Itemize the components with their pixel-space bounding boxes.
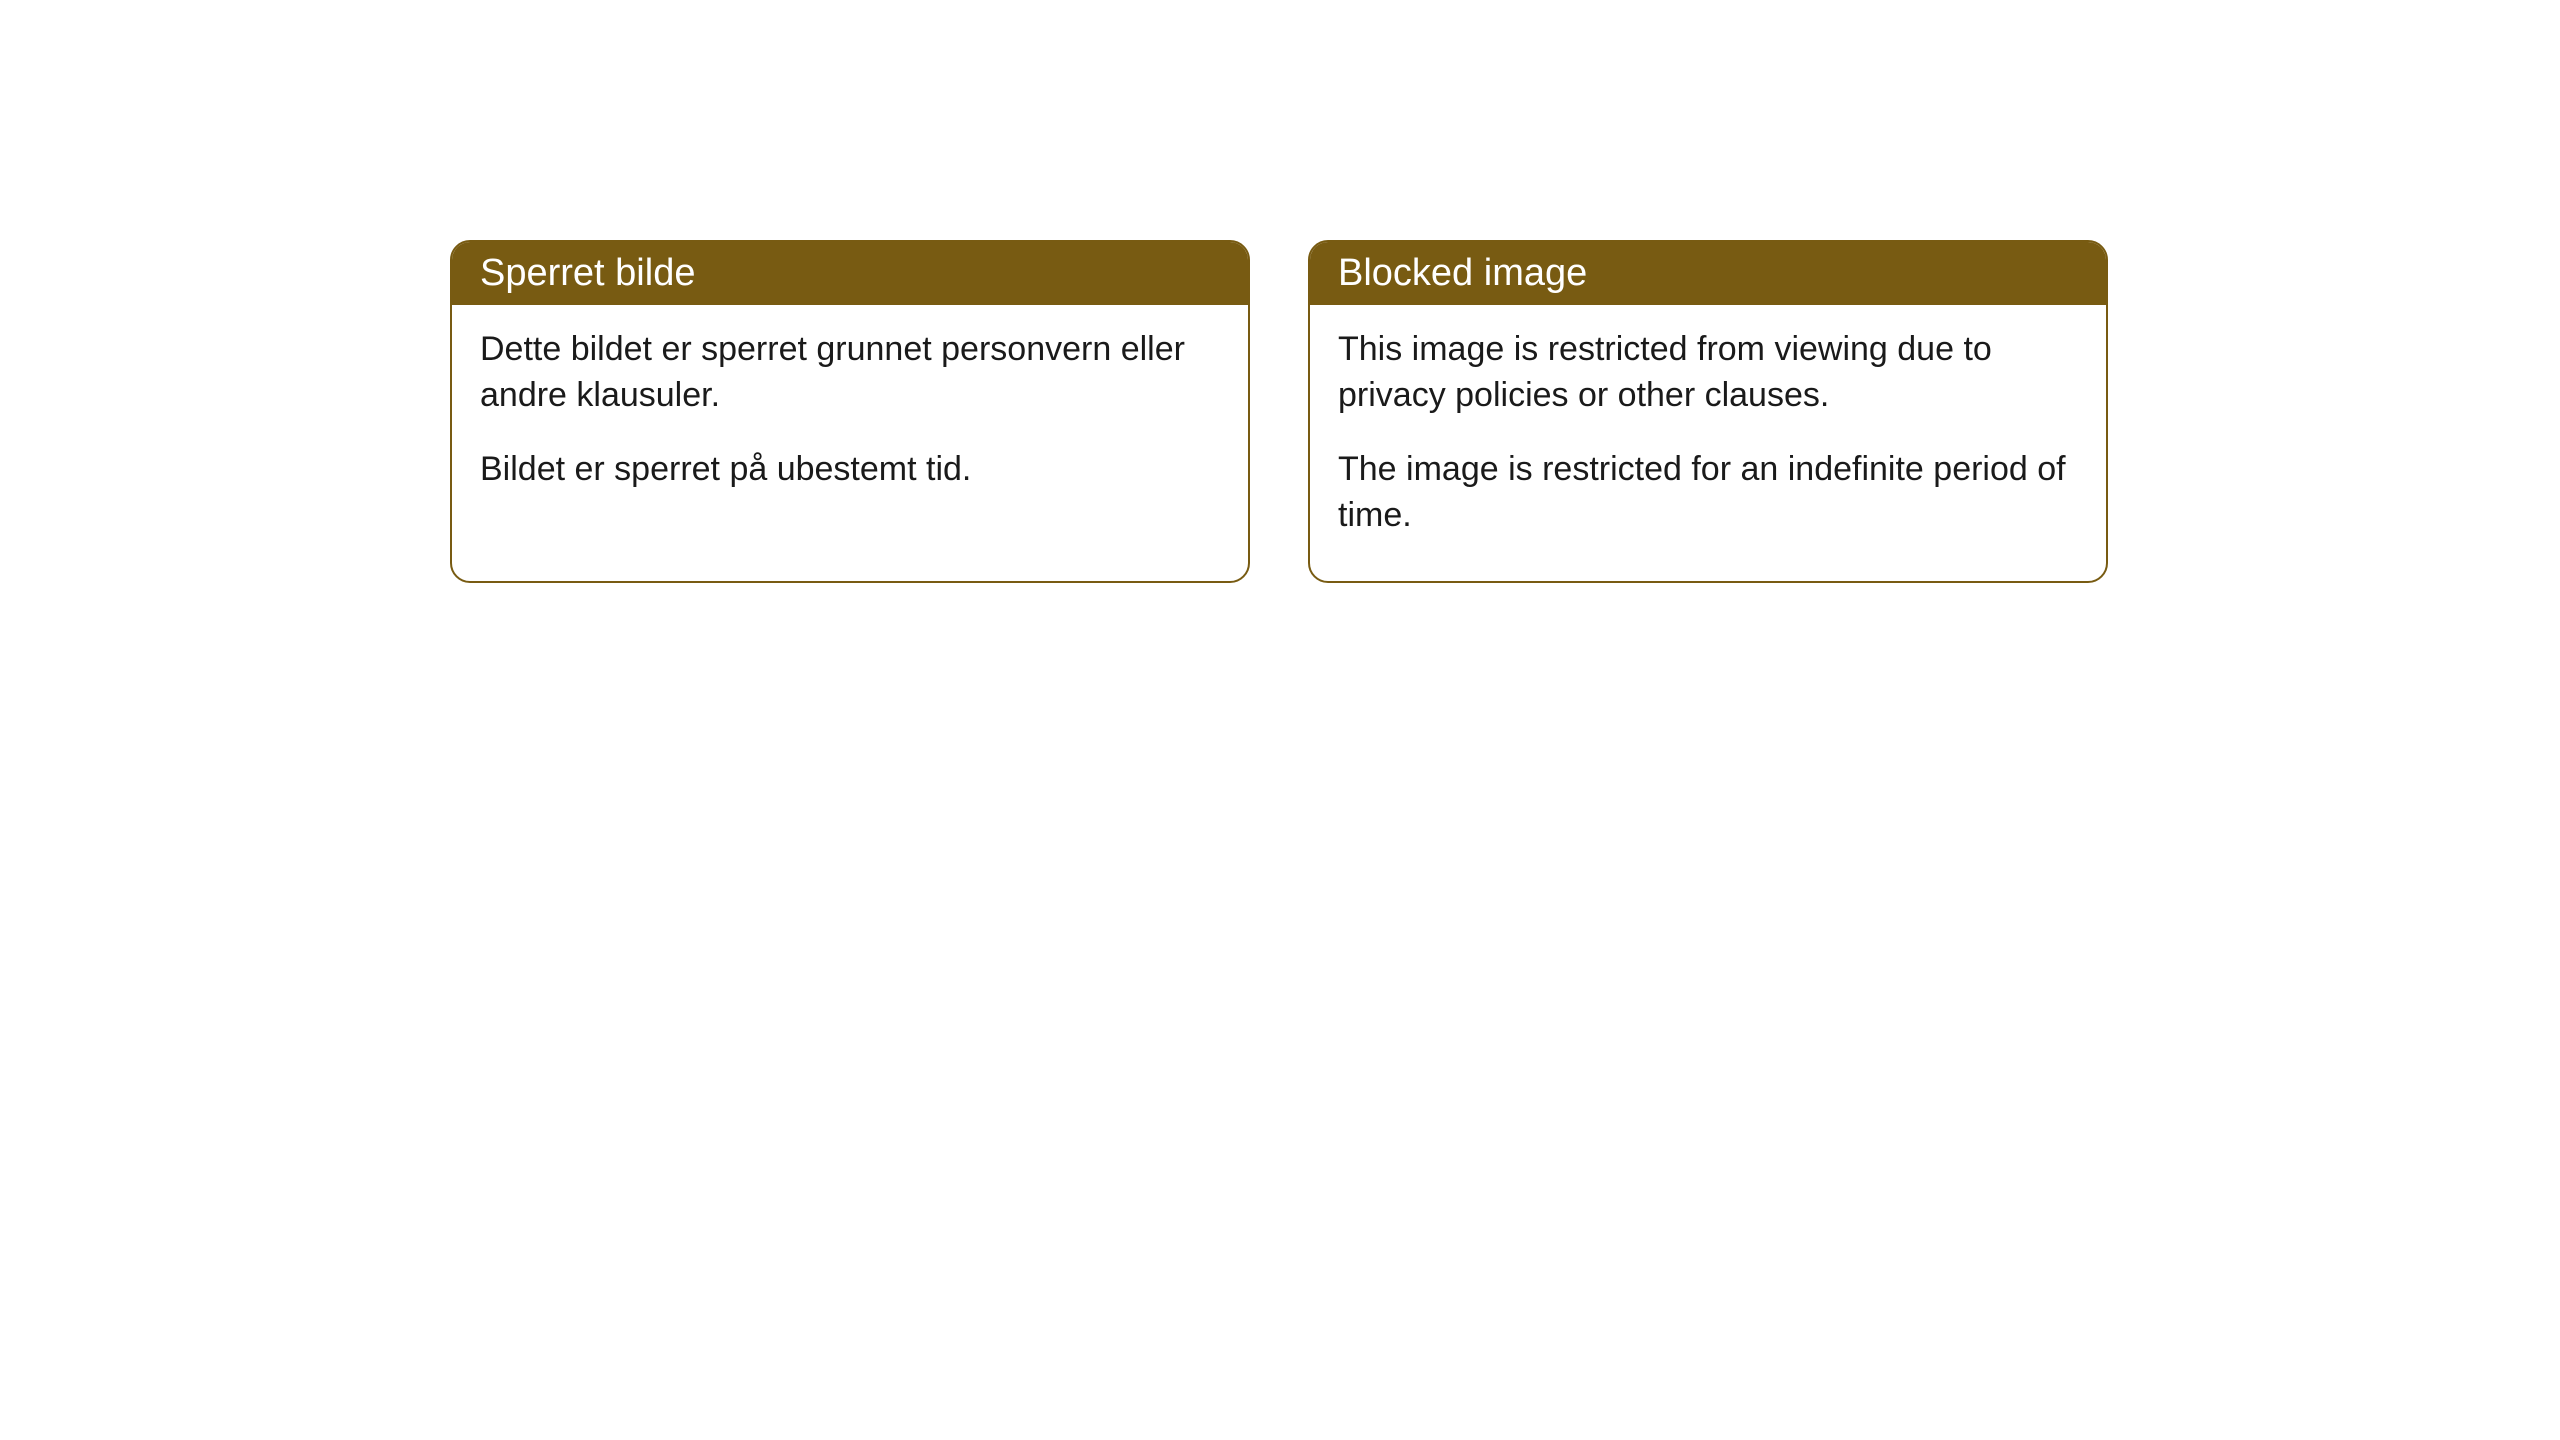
notice-body-english: This image is restricted from viewing du… bbox=[1310, 305, 2106, 581]
notice-paragraph: The image is restricted for an indefinit… bbox=[1338, 447, 2078, 539]
notice-title: Blocked image bbox=[1338, 252, 1587, 294]
notice-title: Sperret bilde bbox=[480, 252, 695, 294]
notice-container: Sperret bilde Dette bildet er sperret gr… bbox=[450, 240, 2108, 583]
notice-body-norwegian: Dette bildet er sperret grunnet personve… bbox=[452, 305, 1248, 535]
notice-card-english: Blocked image This image is restricted f… bbox=[1308, 240, 2108, 583]
notice-paragraph: Bildet er sperret på ubestemt tid. bbox=[480, 447, 1220, 493]
notice-header-english: Blocked image bbox=[1310, 242, 2106, 305]
notice-paragraph: Dette bildet er sperret grunnet personve… bbox=[480, 327, 1220, 419]
notice-header-norwegian: Sperret bilde bbox=[452, 242, 1248, 305]
notice-card-norwegian: Sperret bilde Dette bildet er sperret gr… bbox=[450, 240, 1250, 583]
notice-paragraph: This image is restricted from viewing du… bbox=[1338, 327, 2078, 419]
